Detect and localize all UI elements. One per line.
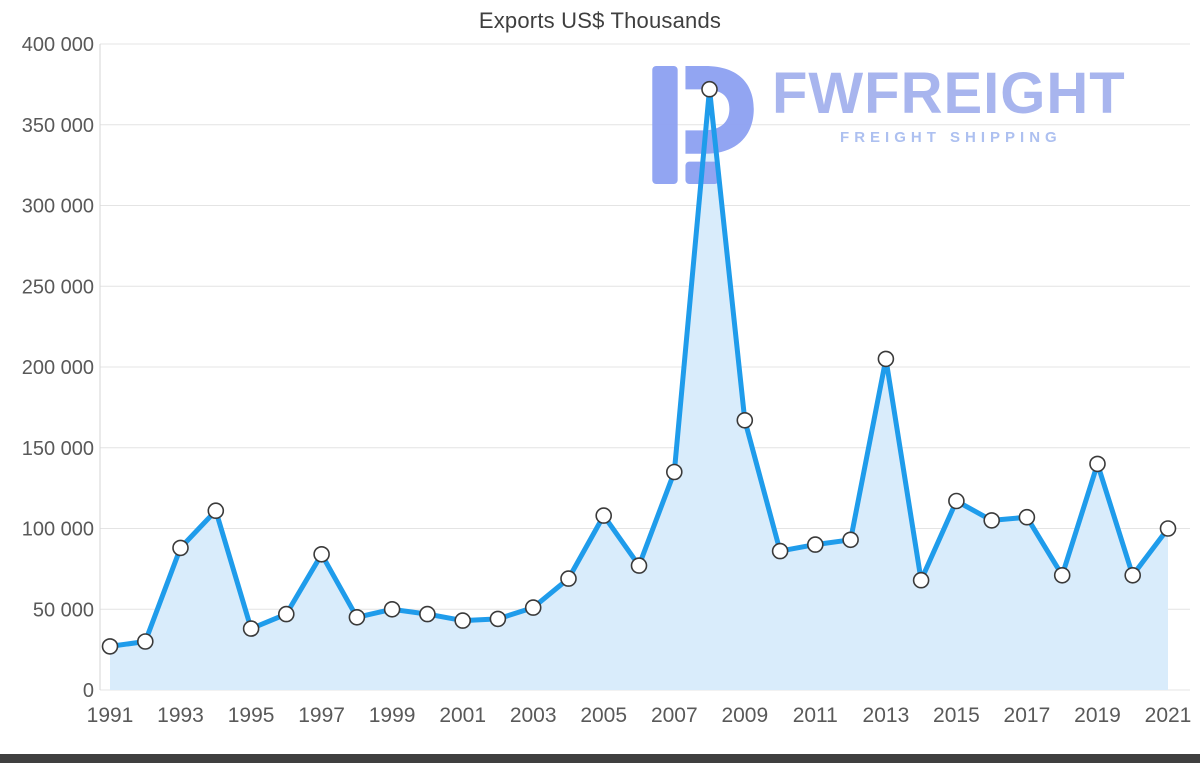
data-point[interactable] (277, 605, 295, 623)
data-point[interactable] (736, 411, 754, 429)
x-tick-label: 2001 (439, 704, 486, 727)
data-point[interactable] (983, 512, 1001, 529)
data-point[interactable] (383, 600, 401, 618)
x-tick-label: 2005 (580, 704, 627, 727)
bottom-bar (0, 754, 1200, 763)
data-point[interactable] (560, 570, 577, 587)
data-point[interactable] (1124, 566, 1141, 584)
data-point[interactable] (912, 571, 930, 589)
data-points (101, 80, 1177, 655)
data-point[interactable] (630, 557, 648, 574)
data-point[interactable] (877, 350, 895, 368)
data-point[interactable] (524, 599, 542, 616)
y-tick-label: 100 000 (22, 519, 94, 541)
data-point[interactable] (454, 612, 472, 629)
watermark-text: FWFREIGHT FREIGHT SHIPPING (772, 61, 1126, 146)
data-point[interactable] (595, 507, 613, 524)
x-tick-label: 2003 (510, 704, 557, 727)
x-tick-label: 2015 (933, 704, 980, 727)
data-point[interactable] (137, 633, 154, 650)
watermark-tagline: FREIGHT SHIPPING (840, 128, 1062, 146)
y-axis-labels: 0 50 000 100 000 150 000 200 000 250 000 300 0… (22, 34, 94, 702)
x-tick-label: 2007 (651, 704, 698, 727)
y-tick-label: 350 000 (22, 115, 94, 137)
data-point[interactable] (489, 610, 507, 628)
data-point[interactable] (665, 463, 683, 481)
data-point[interactable] (948, 492, 965, 510)
x-axis-labels: 1991 1993 1995 1997 1999 2001 2003 2005 2007 2009… (87, 704, 1192, 727)
x-tick-label: 2019 (1074, 704, 1121, 727)
data-point[interactable] (1089, 455, 1106, 473)
y-tick-label: 400 000 (22, 34, 94, 56)
data-point[interactable] (1053, 566, 1071, 584)
area-fill (110, 89, 1168, 690)
data-point[interactable] (1159, 520, 1177, 537)
data-point[interactable] (207, 502, 225, 520)
y-tick-label: 50 000 (33, 599, 94, 621)
y-tick-label: 0 (83, 680, 94, 702)
x-tick-label: 2009 (721, 704, 768, 727)
data-point[interactable] (419, 605, 436, 623)
y-tick-label: 150 000 (22, 438, 94, 460)
x-tick-label: 1999 (369, 704, 416, 727)
watermark-brand: FWFREIGHT (772, 61, 1126, 126)
x-tick-label: 1991 (87, 704, 134, 727)
chart-title: Exports US$ Thousands (478, 8, 722, 33)
data-point[interactable] (242, 620, 260, 637)
data-point[interactable] (313, 545, 330, 563)
y-tick-label: 250 000 (22, 276, 94, 298)
y-tick-label: 200 000 (22, 357, 94, 379)
x-tick-label: 2021 (1145, 704, 1192, 727)
data-point[interactable] (348, 608, 366, 626)
x-tick-label: 2011 (793, 704, 838, 727)
data-point[interactable] (701, 80, 718, 98)
x-tick-label: 1997 (298, 704, 345, 727)
x-tick-label: 2017 (1004, 704, 1051, 727)
data-point[interactable] (101, 638, 119, 655)
x-tick-label: 1993 (157, 704, 204, 727)
data-point[interactable] (172, 539, 189, 557)
data-point[interactable] (806, 536, 824, 553)
x-tick-label: 1995 (228, 704, 275, 727)
x-tick-label: 2013 (863, 704, 910, 727)
data-point[interactable] (771, 542, 789, 560)
y-tick-label: 300 000 (22, 196, 94, 218)
data-point[interactable] (842, 531, 859, 549)
data-point[interactable] (1018, 508, 1036, 526)
